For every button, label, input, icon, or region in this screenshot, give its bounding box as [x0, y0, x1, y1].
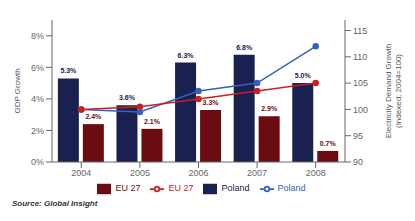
svg-text:2007: 2007	[247, 168, 267, 178]
svg-text:(Indexed; 2004=100): (Indexed; 2004=100)	[394, 54, 403, 128]
svg-text:2008: 2008	[306, 168, 326, 178]
html-text:Poland: Poland	[277, 183, 306, 194]
svg-text:0.7%: 0.7%	[320, 140, 337, 147]
svg-text:2.1%: 2.1%	[144, 118, 161, 125]
svg-text:8%: 8%	[31, 31, 44, 41]
svg-text:6.8%: 6.8%	[236, 44, 253, 51]
svg-text:6.3%: 6.3%	[178, 52, 195, 59]
svg-text:2006: 2006	[188, 168, 208, 178]
svg-text:5.3%: 5.3%	[60, 67, 77, 74]
svg-text:2.4%: 2.4%	[85, 113, 102, 120]
svg-text:90: 90	[353, 157, 363, 167]
svg-text:95: 95	[353, 131, 363, 141]
svg-text:GDP Growth: GDP Growth	[13, 68, 22, 113]
svg-text:2004: 2004	[71, 168, 91, 178]
svg-text:5.0%: 5.0%	[295, 72, 312, 79]
svg-text:110: 110	[353, 52, 367, 62]
svg-text:2005: 2005	[130, 168, 150, 178]
svg-text:6%: 6%	[31, 63, 44, 73]
html-text:Source: Global Insight: Source: Global Insight	[12, 199, 98, 208]
html-text:EU 27: EU 27	[115, 183, 141, 194]
svg-text:3.6%: 3.6%	[119, 94, 136, 101]
svg-text:115: 115	[353, 26, 367, 36]
svg-text:100: 100	[353, 105, 368, 115]
svg-text:3.3%: 3.3%	[203, 99, 220, 106]
svg-text:4%: 4%	[31, 94, 44, 104]
svg-text:2%: 2%	[31, 126, 44, 136]
svg-text:2.9%: 2.9%	[261, 105, 278, 112]
html-text:Poland: Poland	[221, 183, 250, 194]
svg-text:105: 105	[353, 78, 368, 88]
html-text:EU 27: EU 27	[168, 183, 194, 194]
svg-text:0%: 0%	[31, 157, 44, 167]
svg-text:Electricity Demand Growth: Electricity Demand Growth	[384, 44, 393, 139]
